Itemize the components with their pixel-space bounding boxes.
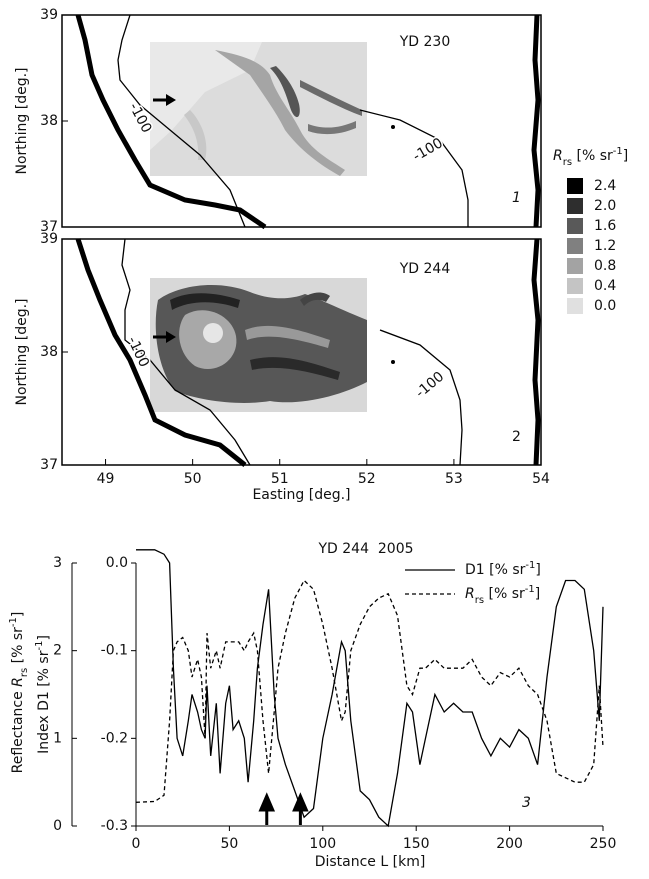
colorbar-label: 0.4	[594, 278, 616, 294]
y2-tick-label: 0.0	[106, 555, 128, 571]
y-axis-label: Northing [deg.]	[14, 67, 30, 174]
label-part: -1	[34, 641, 45, 651]
label-part: rs	[563, 157, 572, 168]
y-axis-label: Reflectance Rrs [% sr-1]	[8, 612, 30, 774]
contour-label: -100	[124, 334, 152, 370]
contour-label: -100	[413, 369, 448, 402]
colorbar-label: 2.4	[594, 178, 616, 194]
y-tick-label: 1	[53, 730, 62, 746]
colorbar-label: 0.8	[594, 258, 616, 274]
x-axis-label: Easting [deg.]	[252, 487, 350, 503]
label-part: rs	[475, 595, 484, 606]
y2-tick-label: -0.2	[101, 730, 128, 746]
colorbar-label: 1.2	[594, 238, 616, 254]
colorbar-label: 1.6	[594, 218, 616, 234]
y-tick-label: 39	[40, 7, 58, 23]
y-tick-label: 37	[40, 457, 58, 473]
label-part: R	[10, 677, 26, 687]
x-tick-label: 100	[309, 836, 336, 852]
panel-label: 2	[512, 429, 521, 445]
label-part: -1	[525, 584, 535, 595]
panel-label: 3	[522, 795, 531, 811]
x-tick-label: 50	[220, 836, 238, 852]
label-part: [% sr	[572, 148, 613, 164]
colorbar-label: 2.0	[594, 198, 616, 214]
x-tick-label: 250	[590, 836, 617, 852]
y2-tick-label: -0.1	[101, 643, 128, 659]
colorbar-swatch	[567, 258, 583, 274]
panel-label: 1	[512, 190, 521, 206]
label-part: ]	[535, 586, 540, 602]
label-part: -1	[8, 617, 19, 627]
x-tick-label: 150	[403, 836, 430, 852]
colorbar-swatch	[567, 218, 583, 234]
map-image	[150, 42, 367, 176]
label-part: [% sr	[10, 627, 26, 668]
colorbar-swatch	[567, 178, 583, 194]
map-image	[150, 278, 367, 412]
label-part: R	[465, 586, 475, 602]
y2-tick-label: -0.3	[101, 818, 128, 834]
x-tick-label: 52	[358, 471, 376, 487]
map-title: YD 230	[399, 34, 451, 50]
label-part: Index D1 [% sr	[36, 650, 52, 754]
label-part: [% sr	[484, 586, 525, 602]
x-tick-label: 0	[132, 836, 141, 852]
legend-label: D1 [% sr-1]	[465, 560, 541, 579]
colorbar-swatch	[567, 278, 583, 294]
colorbar-label: 0.0	[594, 298, 616, 314]
label-part: rs	[19, 668, 30, 677]
label-part: ]	[36, 635, 52, 640]
label-part: ]	[10, 612, 26, 617]
y-tick-label: 0	[53, 818, 62, 834]
x-tick-label: 53	[445, 471, 463, 487]
label-part: -1	[613, 146, 623, 157]
y-tick-label: 39	[40, 231, 58, 247]
colorbar-swatch	[567, 238, 583, 254]
label-part: R	[553, 148, 563, 164]
arrow-marker	[258, 792, 276, 825]
y2-axis-label: Index D1 [% sr-1]	[34, 635, 53, 754]
x-tick-label: 54	[532, 471, 550, 487]
map-marker	[153, 94, 395, 364]
y-axis-label: Northing [deg.]	[14, 298, 30, 405]
chart-title: YD 244 2005	[317, 541, 413, 557]
label-part: D1 [% sr	[465, 562, 526, 578]
y-tick-label: 37	[40, 219, 58, 235]
y-tick-label: 3	[53, 555, 62, 571]
legend-label: Rrs [% sr-1]	[465, 584, 540, 606]
y-tick-label: 38	[40, 344, 58, 360]
colorbar-title: Rrs [% sr-1]	[553, 146, 628, 168]
map-lines	[75, 14, 541, 467]
label-part: Reflectance	[10, 687, 26, 774]
label-part: ]	[623, 148, 628, 164]
x-tick-label: 49	[97, 471, 115, 487]
series-line	[135, 579, 604, 803]
map-title: YD 244	[399, 261, 451, 277]
label-part: ]	[535, 562, 540, 578]
colorbar-swatch	[567, 298, 583, 314]
x-axis-label: Distance L [km]	[315, 854, 426, 870]
x-tick-label: 200	[496, 836, 523, 852]
colorbar-swatch	[567, 198, 583, 214]
y-tick-label: 38	[40, 113, 58, 129]
arrow-marker	[292, 792, 309, 825]
y-tick-label: 2	[53, 643, 62, 659]
x-tick-label: 50	[184, 471, 202, 487]
label-part: -1	[525, 560, 535, 571]
x-tick-label: 51	[271, 471, 289, 487]
